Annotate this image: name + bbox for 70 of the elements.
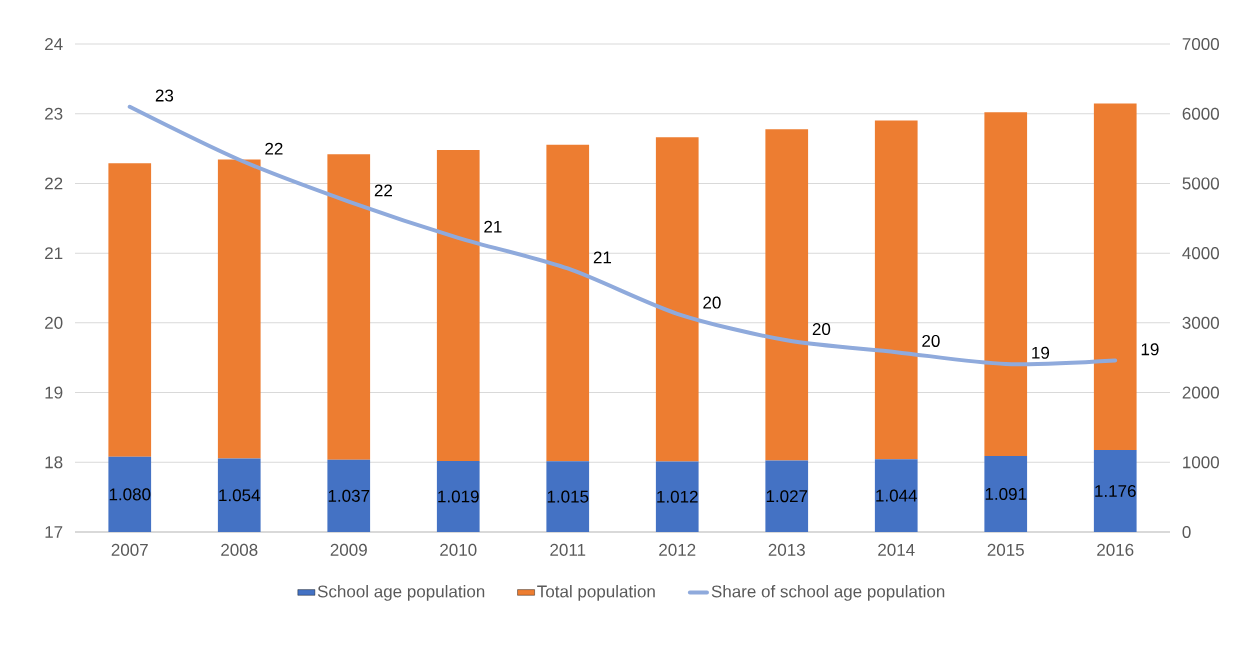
data-label: 1.012 — [657, 490, 698, 503]
bar — [874, 459, 918, 532]
x-tick-label: 2014 — [878, 543, 915, 556]
bar — [217, 458, 261, 532]
bar — [327, 459, 371, 532]
x-tick-label: 2011 — [550, 543, 586, 556]
bar — [984, 112, 1028, 456]
y2-tick-label: 0 — [1182, 525, 1191, 539]
bar — [546, 461, 590, 532]
x-tick-label: 2007 — [111, 543, 148, 556]
bar — [108, 163, 152, 457]
bar — [984, 455, 1028, 532]
data-label: 22 — [265, 142, 283, 155]
y2-tick-label: 7000 — [1182, 37, 1220, 51]
data-label: 20 — [703, 296, 721, 309]
data-label: 19 — [1141, 343, 1159, 356]
x-tick-label: 2009 — [330, 543, 367, 556]
y-tick-label: 17 — [45, 526, 63, 538]
y-tick-label: 21 — [45, 247, 63, 260]
data-label: 21 — [484, 220, 502, 233]
bar — [546, 144, 590, 462]
x-tick-label: 2013 — [768, 543, 805, 556]
data-label: 22 — [374, 184, 392, 197]
bar — [108, 456, 152, 532]
y2-tick-label: 4000 — [1182, 247, 1220, 260]
bar — [765, 460, 809, 532]
data-label: 1.027 — [766, 490, 808, 503]
data-label: 19 — [1032, 346, 1050, 359]
data-label: 1.037 — [328, 489, 370, 502]
y2-tick-label: 5000 — [1182, 177, 1220, 190]
legend-label: Share of school age population — [711, 585, 945, 601]
y-tick-label: 23 — [45, 107, 63, 120]
y-tick-label: 24 — [45, 38, 63, 50]
bar — [765, 129, 809, 461]
legend-label: School age population — [317, 585, 485, 601]
y-tick-label: 18 — [45, 456, 63, 469]
y-tick-label: 20 — [45, 316, 63, 329]
bar — [655, 461, 699, 532]
x-tick-label: 2008 — [221, 543, 258, 556]
y2-tick-label: 3000 — [1182, 316, 1220, 329]
line-series — [127, 104, 1118, 367]
y2-tick-label: 6000 — [1182, 107, 1220, 120]
legend-label: Total population — [537, 585, 655, 601]
data-label: 1.019 — [438, 490, 479, 503]
x-tick-label: 2012 — [659, 543, 696, 556]
bar — [1093, 103, 1137, 451]
data-label: 21 — [593, 251, 612, 264]
data-label: 1.054 — [219, 489, 261, 502]
data-label: 1.091 — [985, 487, 1027, 500]
bar — [436, 460, 480, 532]
data-label: 1.080 — [109, 488, 151, 501]
data-label: 1.176 — [1095, 484, 1136, 498]
bar — [874, 120, 918, 460]
data-label: 1.044 — [876, 489, 918, 502]
bar — [655, 137, 699, 462]
x-tick-label: 2015 — [987, 543, 1024, 556]
x-tick-label: 2016 — [1097, 543, 1134, 556]
y2-tick-label: 2000 — [1182, 386, 1220, 399]
bar — [436, 150, 480, 461]
bar — [217, 159, 261, 459]
y-tick-label: 19 — [45, 386, 63, 399]
bar — [1093, 450, 1137, 532]
data-label: 1.015 — [547, 490, 589, 503]
x-tick-label: 2010 — [440, 543, 477, 556]
data-label: 20 — [812, 323, 831, 336]
y2-tick-label: 1000 — [1183, 456, 1220, 469]
bar — [327, 154, 371, 460]
y-tick-label: 22 — [45, 177, 63, 190]
data-label: 23 — [155, 89, 174, 102]
data-label: 20 — [922, 334, 940, 347]
